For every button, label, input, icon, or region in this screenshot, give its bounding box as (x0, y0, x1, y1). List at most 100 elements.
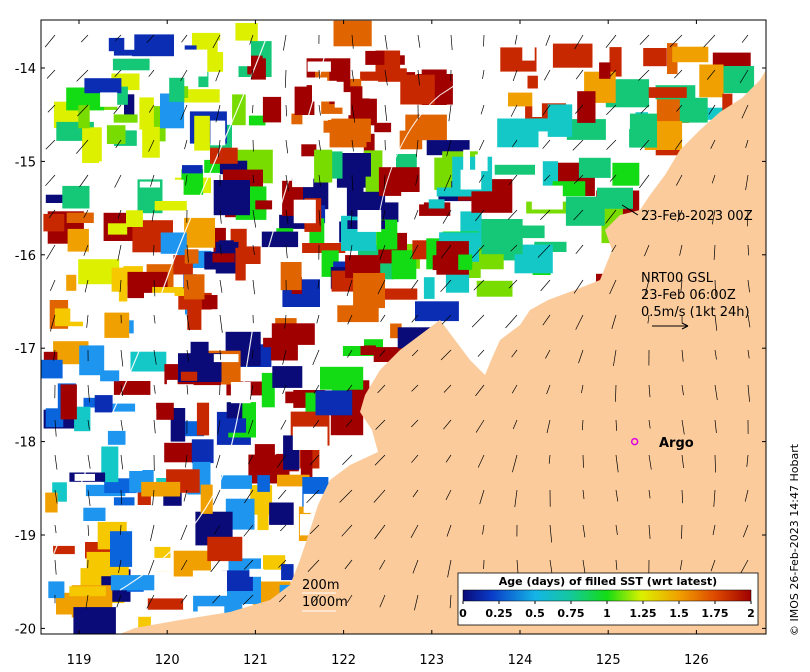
sst-patch (481, 219, 523, 255)
current-arrow (611, 314, 617, 330)
current-arrow (318, 174, 321, 187)
sst-patch (74, 406, 91, 432)
sst-patch (41, 359, 63, 379)
sst-patch (629, 113, 657, 148)
current-arrow (675, 174, 683, 186)
current-arrow (282, 349, 287, 365)
sst-patch (672, 46, 709, 63)
no-data-gap (475, 154, 488, 172)
current-arrow (450, 34, 453, 51)
current-arrow (714, 419, 717, 433)
no-data-gap (531, 185, 563, 210)
current-arrow (87, 524, 90, 536)
current-arrow (54, 524, 57, 534)
current-arrow (380, 314, 386, 322)
current-arrow (345, 419, 353, 427)
current-arrow (676, 104, 683, 112)
argo-marker[interactable] (630, 437, 639, 446)
sst-patch (337, 305, 379, 323)
current-arrow (508, 279, 518, 289)
no-data-gap (312, 80, 337, 102)
colorbar-gradient (462, 589, 752, 602)
current-arrow (50, 314, 56, 332)
current-arrow (54, 559, 57, 575)
sst-patch (141, 481, 181, 497)
sst-patch (160, 232, 187, 254)
current-scale-label: 0.5m/s (1kt 24h) (641, 305, 750, 320)
sst-patch (257, 499, 269, 531)
isobath-legend: 200m 1000m (302, 578, 348, 612)
current-arrow (606, 104, 617, 115)
no-data-gap (334, 324, 364, 346)
current-arrow (412, 559, 419, 574)
current-arrow (582, 489, 585, 500)
sst-age-field (41, 20, 755, 634)
current-arrow (312, 594, 320, 603)
sst-patch (156, 402, 174, 420)
current-arrow (745, 139, 749, 149)
current-arrow (219, 244, 222, 256)
sst-patch (360, 71, 389, 81)
sst-patch (69, 586, 106, 597)
current-arrow (148, 104, 155, 113)
current-arrow (217, 419, 221, 435)
sst-patch (323, 120, 345, 133)
y-tick-label: -20 (15, 622, 36, 637)
sst-patch (302, 243, 346, 253)
sst-patch (66, 212, 94, 223)
isobath-lines (44, 20, 502, 591)
current-arrow (681, 524, 683, 539)
current-arrow (153, 349, 157, 365)
no-data-gap (74, 473, 95, 481)
current-arrow (318, 209, 321, 226)
no-data-gap (70, 300, 95, 322)
current-arrow (512, 69, 518, 82)
current-arrow (153, 279, 156, 297)
current-arrow (703, 34, 716, 48)
current-arrow (615, 489, 619, 502)
colorbar-ticks: 0 0.25 0.5 0.75 1 1.25 1.5 1.75 2 (459, 601, 755, 620)
current-arrow (440, 279, 452, 293)
sst-patch (648, 87, 687, 98)
current-arrow (382, 209, 386, 223)
sst-patch (66, 87, 105, 111)
sst-patch (269, 502, 294, 525)
no-data-gap (76, 20, 93, 45)
sst-patch (232, 94, 246, 126)
current-arrow (219, 209, 222, 224)
colorbar-tick-label: 0.75 (557, 607, 584, 620)
current-arrow (605, 34, 617, 49)
sst-patch (314, 149, 333, 183)
sst-patch (261, 372, 275, 408)
sst-patch (43, 213, 65, 232)
current-arrow (540, 279, 551, 292)
current-arrow (582, 524, 586, 538)
current-arrow (146, 34, 155, 44)
current-arrow (342, 454, 353, 465)
current-source-label: NRT00 GSL (641, 271, 714, 286)
current-arrow (278, 489, 287, 500)
current-arrow (581, 384, 584, 394)
current-arrow (681, 454, 684, 469)
current-arrow (148, 69, 155, 77)
current-arrow (347, 314, 353, 325)
current-arrow (412, 489, 419, 498)
current-arrow (148, 139, 155, 152)
y-tick-label: -19 (15, 529, 36, 544)
sst-patch (257, 475, 270, 492)
current-arrow (714, 349, 717, 360)
current-arrow (377, 384, 386, 394)
current-arrow (86, 314, 89, 328)
sst-patch (280, 262, 302, 291)
current-arrow (714, 279, 717, 297)
sst-patch (365, 176, 381, 196)
sst-patch (170, 408, 186, 442)
sst-patch (285, 391, 312, 404)
current-arrow (186, 349, 190, 362)
sst-patch (270, 339, 298, 361)
current-arrow (212, 489, 221, 505)
current-arrow (713, 489, 716, 507)
current-arrow (747, 209, 749, 227)
current-arrow (681, 419, 685, 435)
current-arrow (219, 314, 223, 333)
